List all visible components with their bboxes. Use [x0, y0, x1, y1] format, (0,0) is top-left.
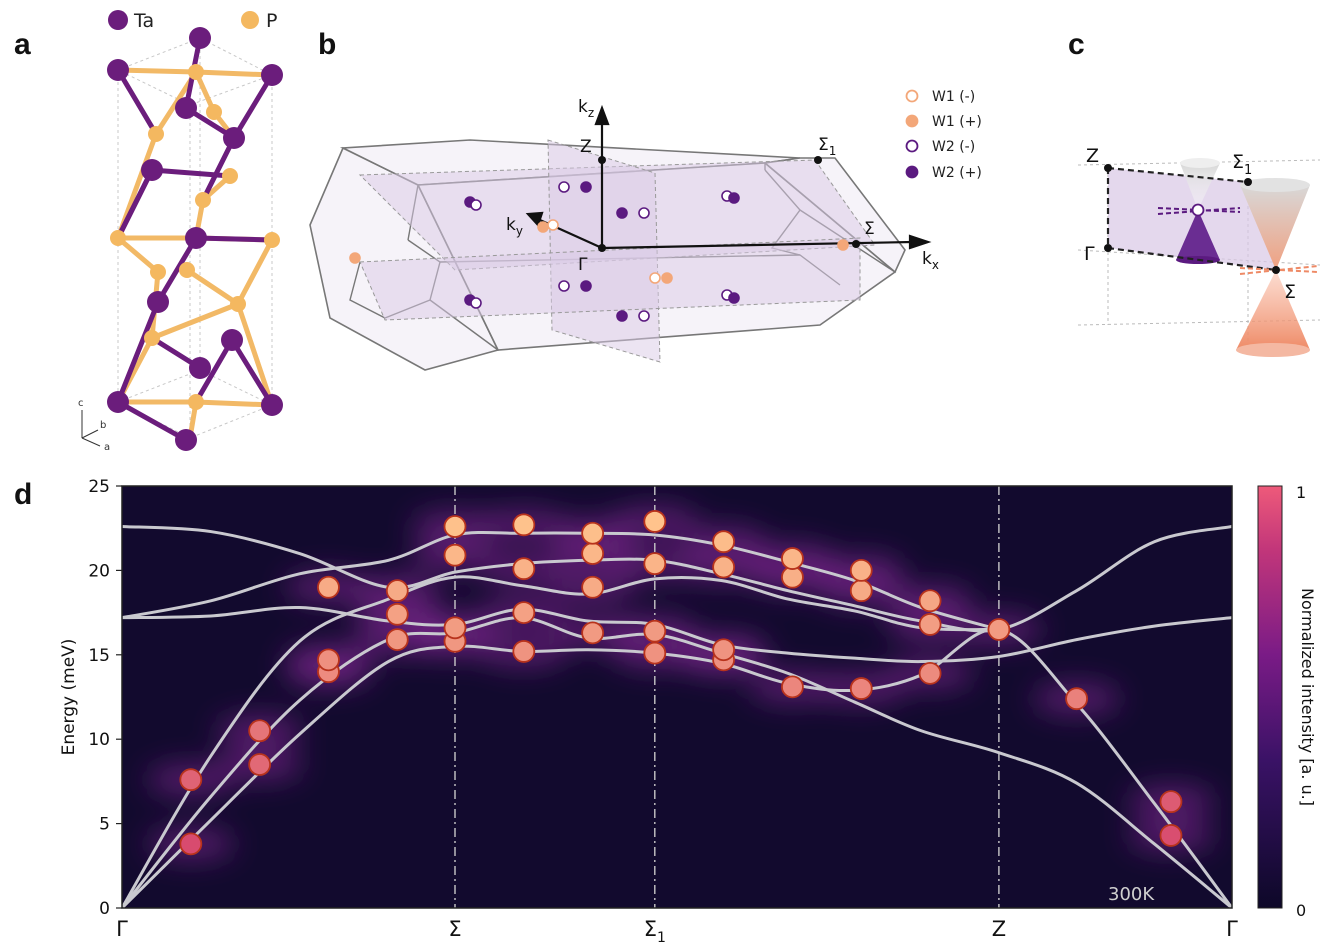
temperature-annotation: 300K — [1108, 884, 1155, 905]
weyl-cones: Z Σ1 Γ Σ — [1077, 145, 1321, 357]
y-tick-label: 25 — [88, 477, 110, 497]
data-point — [443, 515, 467, 538]
data-point — [317, 575, 340, 599]
data-point — [248, 719, 272, 743]
data-point — [581, 621, 605, 645]
legend-p-marker — [241, 11, 259, 29]
data-point — [643, 641, 667, 665]
panel-label-c: c — [1068, 28, 1085, 61]
bz-kx-label: kx — [922, 249, 939, 272]
x-tick-label: Z — [992, 917, 1006, 941]
x-tick-label: Γ — [116, 917, 128, 941]
data-point — [918, 661, 942, 685]
data-point — [643, 510, 667, 533]
data-point — [512, 513, 536, 537]
phonon-band — [122, 606, 1232, 664]
panel-label-d: d — [14, 478, 33, 511]
x-tick-label: Σ1 — [644, 917, 666, 946]
cone-sigma-label: Σ — [1284, 281, 1296, 303]
bz-z-label: Z — [580, 137, 592, 157]
data-point — [248, 753, 272, 776]
data-point — [712, 555, 736, 579]
phonon-band — [122, 525, 1232, 633]
data-point — [781, 675, 804, 699]
data-point — [1065, 687, 1088, 711]
cone-z-label: Z — [1086, 145, 1099, 167]
y-tick-label: 20 — [88, 561, 110, 581]
colorbar-min-label: 0 — [1296, 901, 1306, 920]
data-point — [849, 677, 873, 700]
y-axis-label: Energy (meV) — [59, 639, 79, 756]
bz-gamma-label: Γ — [578, 255, 588, 275]
axis-a-label: a — [104, 442, 110, 453]
colorbar-max-label: 1 — [1296, 483, 1306, 502]
y-tick-label: 10 — [88, 730, 110, 750]
data-point — [849, 559, 873, 582]
data-point — [1159, 824, 1183, 847]
brillouin-zone: kz Z ky Γ Σ1 Σ kx W1 (-) W1 (+) — [309, 89, 982, 371]
axis-c-label: c — [78, 398, 84, 409]
data-point — [512, 601, 536, 624]
data-point — [849, 579, 873, 603]
data-point — [987, 618, 1011, 641]
axis-b-label: b — [100, 420, 106, 431]
data-point — [317, 648, 340, 672]
data-point — [385, 579, 409, 603]
data-point — [581, 521, 605, 545]
phonon-band — [122, 616, 1232, 908]
data-point — [443, 543, 467, 567]
data-point — [385, 602, 409, 626]
colorbar — [1257, 485, 1283, 909]
bz-sigma1-label: Σ1 — [818, 135, 836, 158]
data-point — [443, 616, 467, 640]
x-ticks: Γ Σ Σ1 Z Γ — [116, 917, 1238, 946]
data-point — [643, 552, 667, 576]
measured-points — [179, 510, 1183, 856]
cone-sigma1-label: Σ1 — [1232, 151, 1252, 178]
panel-label-b: b — [318, 28, 337, 61]
plot-frame — [121, 485, 1233, 909]
data-point — [781, 547, 804, 570]
legend-p-label: P — [266, 10, 277, 32]
data-point — [179, 832, 203, 856]
data-point — [712, 638, 736, 662]
y-tick-label: 15 — [88, 646, 110, 666]
bz-kz-label: kz — [578, 97, 594, 120]
phonon-dispersion-chart: 0 5 10 15 20 25 Γ Σ Σ1 Z Γ Energy (meV) 300K 1 0 … — [59, 477, 1317, 946]
y-ticks: 0 5 10 15 20 25 — [88, 477, 122, 919]
legend-w1-plus: W1 (+) — [932, 114, 982, 130]
crystal-structure: Ta P — [78, 10, 283, 453]
y-tick-label: 5 — [99, 815, 110, 835]
phonon-band — [122, 627, 1232, 908]
data-point — [712, 530, 736, 554]
data-point — [581, 542, 605, 565]
legend-ta-marker — [108, 10, 128, 30]
x-tick-label: Σ — [448, 917, 461, 941]
data-point — [581, 575, 605, 599]
data-point — [512, 640, 536, 663]
bz-sigma-label: Σ — [864, 219, 875, 239]
cone-gamma-label: Γ — [1084, 243, 1095, 265]
data-point — [385, 628, 409, 652]
legend-w1-minus: W1 (-) — [932, 89, 975, 105]
data-point — [643, 619, 667, 643]
weyl-legend: W1 (-) W1 (+) W2 (-) W2 (+) — [905, 89, 982, 181]
data-point — [918, 613, 942, 636]
data-point — [1159, 790, 1183, 814]
data-point — [918, 589, 942, 613]
phonon-band — [122, 575, 999, 908]
x-tick-label: Γ — [1226, 917, 1238, 941]
colorbar-label: Normalized intensity [a. u.] — [1298, 588, 1317, 806]
legend-w2-minus: W2 (-) — [932, 139, 975, 155]
legend-w2-plus: W2 (+) — [932, 165, 982, 181]
legend-ta-label: Ta — [133, 10, 154, 32]
y-tick-label: 0 — [99, 899, 110, 919]
bz-ky-label: ky — [506, 215, 523, 238]
data-point — [179, 768, 203, 792]
panel-label-a: a — [14, 28, 31, 61]
data-point — [512, 557, 536, 581]
